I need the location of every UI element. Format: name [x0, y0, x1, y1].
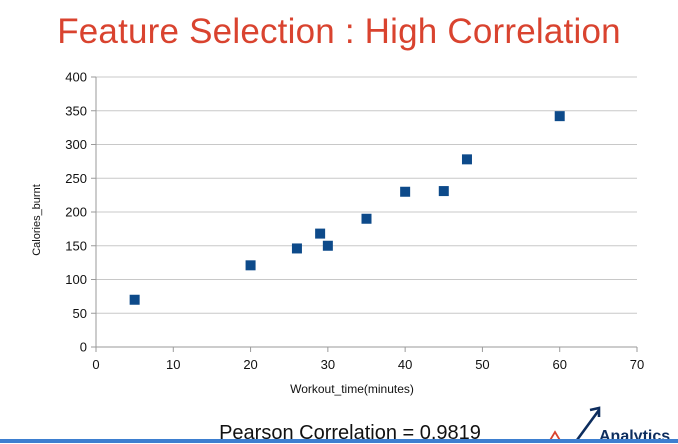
analytics-logo: Analytics	[544, 404, 678, 443]
slide-title: Feature Selection : High Correlation	[57, 12, 621, 51]
axes	[91, 76, 638, 352]
y-tick-label: 50	[73, 306, 87, 321]
x-tick-label: 70	[630, 357, 644, 372]
y-tick-label: 350	[65, 103, 87, 118]
y-tick-label: 400	[65, 70, 87, 85]
tick-labels: 0 50 100 150 200 250 300 350 400 0 10 20 30 40 50 60 70	[65, 70, 644, 373]
y-tick-label: 150	[65, 238, 87, 253]
data-point	[322, 240, 333, 251]
y-axis-label: Calories_burnt	[31, 184, 43, 256]
data-point	[291, 243, 302, 254]
data-point	[315, 228, 326, 239]
y-tick-label: 0	[80, 340, 87, 355]
data-point	[129, 294, 140, 305]
x-tick-label: 50	[475, 357, 489, 372]
data-point	[461, 154, 472, 165]
x-tick-label: 20	[243, 357, 257, 372]
gridlines	[96, 76, 637, 314]
x-tick-label: 30	[321, 357, 335, 372]
x-tick-label: 0	[92, 357, 99, 372]
y-tick-label: 250	[65, 171, 87, 186]
data-point	[400, 186, 411, 197]
x-tick-label: 60	[552, 357, 566, 372]
x-tick-label: 10	[166, 357, 180, 372]
x-tick-label: 40	[398, 357, 412, 372]
data-point	[245, 260, 256, 271]
data-point	[554, 111, 565, 122]
x-axis-label: Workout_time(minutes)	[290, 382, 414, 396]
y-tick-label: 200	[65, 205, 87, 220]
y-tick-label: 300	[65, 137, 87, 152]
pearson-correlation-text: Pearson Correlation = 0.9819	[219, 422, 481, 444]
data-point	[361, 213, 372, 224]
data-point	[438, 186, 449, 197]
y-tick-label: 100	[65, 272, 87, 287]
bottom-accent-bar	[0, 439, 678, 443]
data-points	[129, 111, 565, 305]
